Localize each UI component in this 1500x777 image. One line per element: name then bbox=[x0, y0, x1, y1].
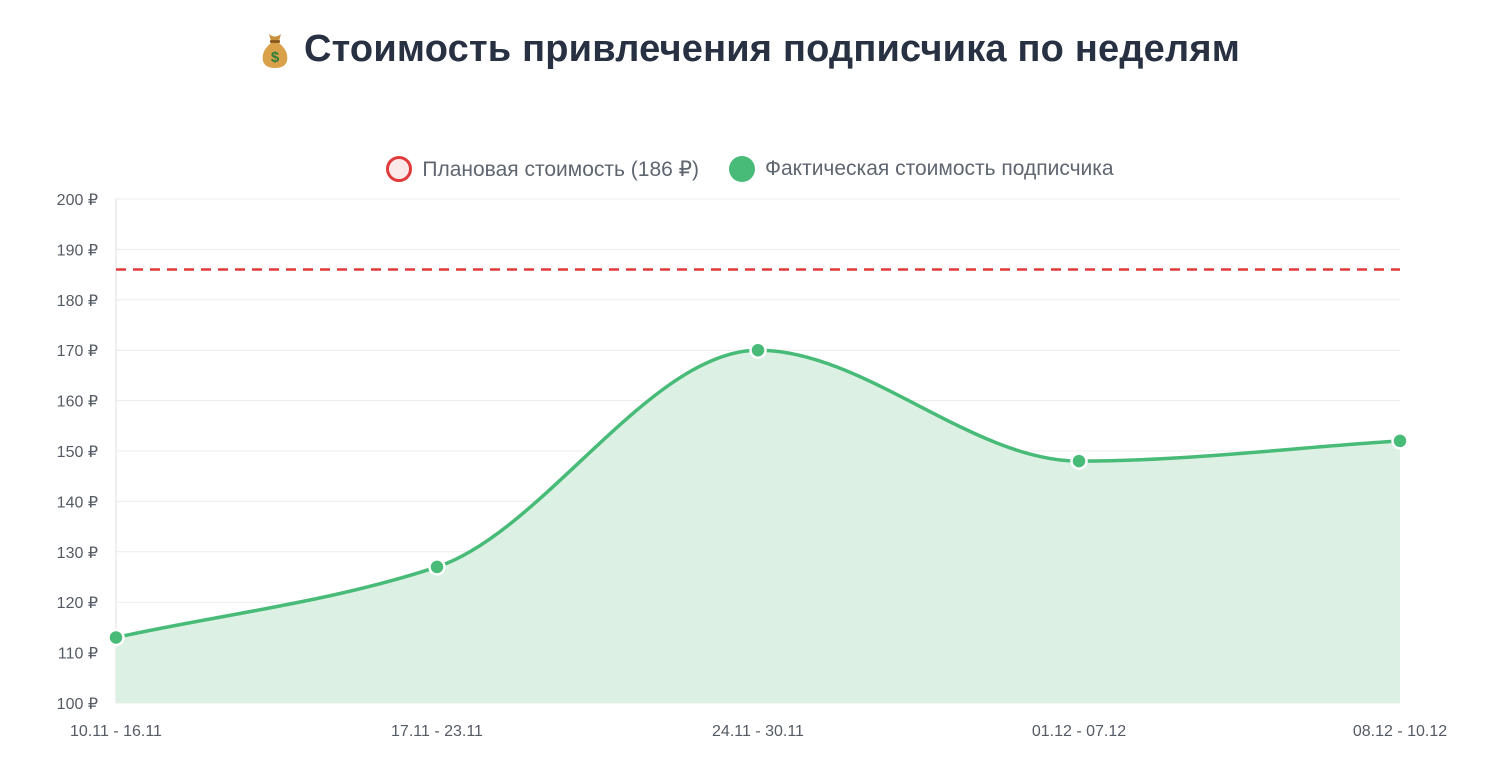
fact-data-point[interactable] bbox=[428, 558, 446, 576]
legend-label-fact: Фактическая стоимость подписчика bbox=[765, 157, 1114, 180]
legend-item-fact[interactable]: Фактическая стоимость подписчика bbox=[729, 156, 1114, 182]
legend-item-plan[interactable]: Плановая стоимость (186 ₽) bbox=[386, 156, 699, 182]
legend-swatch-plan bbox=[386, 156, 413, 182]
fact-data-point[interactable] bbox=[107, 628, 125, 647]
y-tick-label: 160 ₽ bbox=[57, 394, 98, 411]
x-tick-label: 24.11 - 30.11 bbox=[712, 723, 804, 740]
chart-title: $ Стоимость привлечения подписчика по не… bbox=[0, 28, 1500, 71]
y-tick-label: 140 ₽ bbox=[57, 494, 98, 511]
y-tick-label: 200 ₽ bbox=[57, 192, 98, 209]
fact-area-fill bbox=[116, 350, 1400, 703]
x-tick-label: 10.11 - 16.11 bbox=[70, 723, 162, 740]
y-tick-label: 100 ₽ bbox=[57, 696, 98, 713]
y-tick-label: 120 ₽ bbox=[57, 595, 98, 612]
y-tick-label: 150 ₽ bbox=[57, 444, 98, 461]
y-tick-label: 130 ₽ bbox=[57, 545, 98, 562]
chart-legend: Плановая стоимость (186 ₽) Фактическая с… bbox=[0, 156, 1500, 182]
money-bag-icon: $ bbox=[262, 33, 288, 68]
y-tick-label: 180 ₽ bbox=[57, 293, 98, 310]
x-tick-label: 01.12 - 07.12 bbox=[1032, 723, 1126, 740]
chart-title-text: Стоимость привлечения подписчика по неде… bbox=[303, 28, 1241, 70]
x-tick-label: 08.12 - 10.12 bbox=[1353, 723, 1447, 740]
legend-swatch-fact bbox=[729, 156, 756, 182]
fact-data-point[interactable] bbox=[1070, 452, 1088, 470]
fact-data-point[interactable] bbox=[749, 341, 767, 359]
y-tick-label: 170 ₽ bbox=[57, 343, 98, 360]
x-tick-label: 17.11 - 23.11 bbox=[391, 723, 483, 740]
svg-text:$: $ bbox=[271, 49, 280, 66]
y-tick-label: 110 ₽ bbox=[58, 646, 98, 663]
y-tick-label: 190 ₽ bbox=[57, 242, 98, 259]
legend-label-plan: Плановая стоимость (186 ₽) bbox=[422, 157, 700, 181]
fact-data-point[interactable] bbox=[1391, 432, 1409, 450]
